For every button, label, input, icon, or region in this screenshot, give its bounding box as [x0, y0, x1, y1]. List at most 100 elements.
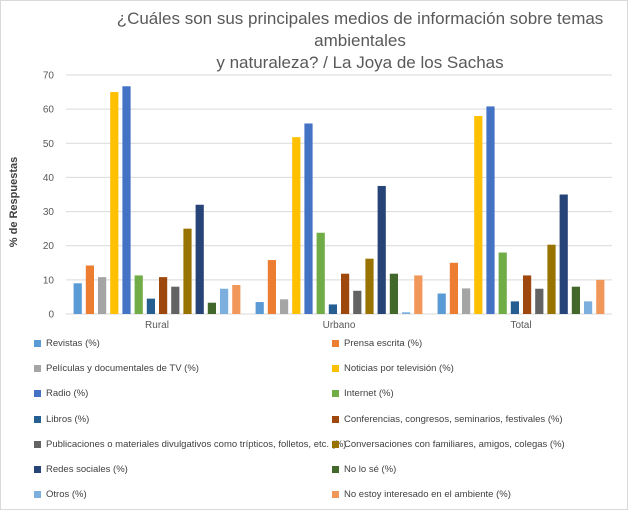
- legend-item: Revistas (%): [34, 338, 100, 349]
- legend-swatch: [34, 415, 41, 423]
- legend-item: Libros (%): [34, 414, 89, 425]
- bar: [183, 228, 192, 314]
- legend-swatch: [332, 415, 339, 423]
- legend-label: No estoy interesado en el ambiente (%): [344, 489, 511, 501]
- legend-swatch: [332, 365, 339, 373]
- bar: [280, 299, 289, 314]
- legend-label: Redes sociales (%): [46, 464, 128, 475]
- bar: [535, 288, 544, 314]
- legend-swatch: [332, 340, 339, 347]
- legend-item: Películas y documentales de TV (%): [34, 363, 199, 374]
- bar: [146, 298, 155, 314]
- y-tick-label: 40: [43, 173, 55, 184]
- bar: [85, 265, 94, 314]
- legend-swatch: [34, 390, 41, 398]
- legend-swatch: [332, 440, 339, 448]
- legend-item: Publicaciones o materiales divulgativos …: [34, 439, 346, 450]
- y-tick-label: 30: [43, 207, 55, 218]
- legend-label: Películas y documentales de TV (%): [46, 363, 199, 375]
- legend-label: No lo sé (%): [344, 464, 397, 475]
- bar: [232, 284, 241, 314]
- legend-item: Radio (%): [34, 388, 88, 399]
- bar: [134, 275, 143, 314]
- bar: [73, 283, 82, 314]
- legend-item: Noticias por televisión (%): [332, 363, 454, 374]
- legend-item: Conversaciones con familiares, amigos, c…: [332, 439, 565, 450]
- bar: [510, 301, 519, 314]
- bar: [159, 277, 168, 314]
- legend-swatch: [34, 365, 41, 373]
- legend-label: Radio (%): [46, 388, 89, 400]
- bar: [389, 273, 398, 314]
- x-tick-label: Total: [510, 320, 531, 331]
- bar: [353, 290, 362, 314]
- bar: [437, 293, 446, 314]
- bar: [304, 123, 313, 314]
- legend-label: Internet (%): [344, 388, 394, 400]
- bar: [523, 275, 532, 314]
- legend-label: Conferencias, congresos, seminarios, fes…: [344, 413, 563, 425]
- bar: [267, 260, 276, 314]
- bar: [98, 277, 107, 314]
- chart-title-line-1: ¿Cuáles son sus principales medios de in…: [116, 9, 604, 50]
- bar: [365, 258, 374, 314]
- y-tick-label: 20: [43, 241, 55, 252]
- plot-area: 0 10 20 30 40 50 60 70 Rural Urbano Total: [43, 71, 612, 331]
- y-tick-label: 60: [43, 105, 55, 116]
- bar: [559, 194, 568, 314]
- bar: [449, 262, 458, 314]
- legend-item: No estoy interesado en el ambiente (%): [332, 489, 511, 500]
- bar: [292, 137, 301, 314]
- bar: [316, 232, 325, 314]
- bar: [377, 185, 386, 314]
- legend-label: Prensa escrita (%): [344, 338, 423, 349]
- legend-item: No lo sé (%): [332, 464, 396, 475]
- legend-label: Noticias por televisión (%): [344, 363, 454, 375]
- bar: [474, 115, 483, 314]
- bar: [341, 273, 350, 314]
- legend-swatch: [332, 491, 339, 499]
- y-tick-label: 0: [48, 310, 54, 321]
- legend-label: Revistas (%): [46, 338, 100, 349]
- legend-item: Internet (%): [332, 388, 394, 399]
- y-tick-label: 70: [43, 71, 55, 82]
- bar: [171, 286, 180, 314]
- bar: [584, 301, 593, 314]
- bar: [255, 302, 264, 314]
- bar: [122, 86, 131, 315]
- bar: [486, 106, 495, 314]
- x-tick-label: Urbano: [323, 320, 356, 331]
- legend-label: Conversaciones con familiares, amigos, c…: [344, 438, 565, 450]
- bar: [547, 244, 556, 314]
- legend-label: Libros (%): [46, 413, 90, 425]
- bar: [207, 302, 216, 314]
- bar: [571, 286, 580, 314]
- bar: [462, 288, 471, 314]
- x-tick-label: Rural: [145, 320, 169, 331]
- legend-swatch: [34, 466, 41, 473]
- legend-swatch: [332, 466, 339, 473]
- bar: [414, 275, 423, 314]
- legend-label: Publicaciones o materiales divulgativos …: [46, 438, 347, 450]
- legend-item: Redes sociales (%): [34, 464, 128, 475]
- legend-item: Otros (%): [34, 489, 87, 500]
- y-tick-label: 50: [43, 139, 55, 150]
- bar: [220, 288, 229, 314]
- legend-swatch: [34, 491, 41, 499]
- legend-swatch: [34, 440, 41, 448]
- legend-swatch: [34, 340, 41, 347]
- legend-item: Prensa escrita (%): [332, 338, 422, 349]
- legend-swatch: [332, 390, 339, 398]
- bar: [498, 252, 507, 314]
- bar: [195, 204, 204, 314]
- y-tick-label: 10: [43, 275, 55, 286]
- legend-item: Conferencias, congresos, seminarios, fes…: [332, 414, 563, 425]
- bar: [596, 279, 605, 314]
- legend-label: Otros (%): [46, 489, 87, 501]
- chart-title-line-2: y naturaleza? / La Joya de los Sachas: [216, 53, 504, 72]
- chart-title: ¿Cuáles son sus principales medios de in…: [100, 8, 620, 74]
- bar: [110, 92, 119, 314]
- bar: [328, 304, 337, 314]
- bar: [402, 312, 411, 314]
